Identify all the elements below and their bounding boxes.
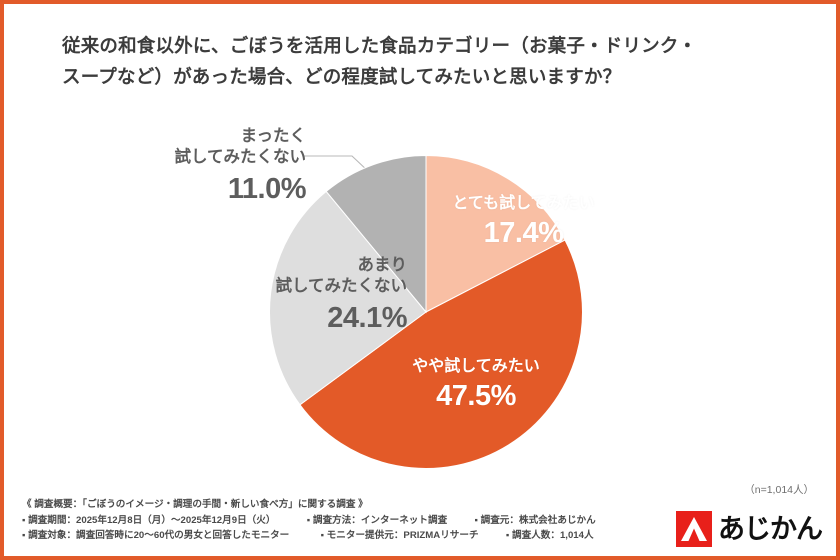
pie-slice bbox=[269, 190, 427, 406]
slice-label-mattaku: まったく 試してみたくない 11.0% bbox=[84, 126, 306, 209]
slice-label-yaya-caption: やや試してみたい bbox=[412, 358, 540, 375]
footer-survey-target: ▪ 調査対象：調査回答時に20～60代の男女と回答したモニター bbox=[22, 530, 290, 542]
ajikan-logo-text: あじかん bbox=[718, 513, 823, 544]
footer-row-period: ▪ 調査期間：2025年12月8日（月）～2025年12月9日（火） ▪ 調査方… bbox=[22, 513, 596, 529]
footer-survey-overview: 《 調査概要：「ごぼうのイメージ・調理の手間・新しい食べ方」に関する調査 》 bbox=[22, 499, 368, 510]
footer-survey-source: ▪ 調査元：株式会社あじかん bbox=[474, 514, 596, 526]
footer-row-overview: 《 調査概要：「ごぼうのイメージ・調理の手間・新しい食べ方」に関する調査 》 bbox=[22, 497, 596, 513]
ajikan-mark-icon bbox=[676, 511, 712, 547]
pie-chart bbox=[269, 155, 583, 469]
footer-monitor-provider: ▪ モニター提供元：PRIZMAリサーチ bbox=[320, 530, 479, 542]
pie-slice bbox=[425, 155, 566, 313]
slice-label-mattaku-line1: まったく bbox=[240, 127, 306, 145]
slice-label-amari-line1: あまり bbox=[357, 256, 408, 274]
slice-value-amari: 24.1% bbox=[327, 301, 407, 334]
slice-value-totemo: 17.4% bbox=[483, 217, 564, 250]
footer: 《 調査概要：「ごぼうのイメージ・調理の手間・新しい食べ方」に関する調査 》 ▪… bbox=[4, 490, 836, 556]
pie-slice bbox=[299, 239, 583, 469]
footer-text-block: 《 調査概要：「ごぼうのイメージ・調理の手間・新しい食べ方」に関する調査 》 ▪… bbox=[22, 497, 596, 544]
company-logo: あじかん bbox=[676, 511, 823, 547]
footer-survey-method: ▪ 調査方法：インターネット調査 bbox=[306, 514, 448, 526]
footer-row-target: ▪ 調査対象：調査回答時に20～60代の男女と回答したモニター ▪ モニター提供… bbox=[22, 528, 596, 544]
footer-survey-period: ▪ 調査期間：2025年12月8日（月）～2025年12月9日（火） bbox=[22, 514, 276, 526]
slice-value-yaya: 47.5% bbox=[436, 380, 516, 413]
footer-respondent-count: ▪ 調査人数：1,014人 bbox=[505, 530, 594, 542]
slice-label-totemo-caption: とても試してみたい bbox=[452, 195, 595, 212]
slice-label-totemo: とても試してみたい 17.4% bbox=[416, 194, 631, 252]
title-line-1: 従来の和食以外に、ごぼうを活用した食品カテゴリー（お菓子・ドリンク・ bbox=[62, 35, 697, 56]
title-line-2: スープなど）があった場合、どの程度試してみたいと思いますか？ bbox=[62, 66, 622, 88]
slice-label-mattaku-line2: 試してみたくない bbox=[174, 148, 306, 167]
sample-size-note: （n=1,014人） bbox=[744, 484, 814, 496]
slice-label-amari: あまり 試してみたくない 24.1% bbox=[159, 255, 407, 338]
slice-label-amari-line2: 試してみたくない bbox=[275, 277, 407, 296]
pie-slice bbox=[325, 155, 427, 314]
page-title: 従来の和食以外に、ごぼうを活用した食品カテゴリー（お菓子・ドリンク・ スープなど… bbox=[62, 30, 802, 93]
slice-label-yaya: やや試してみたい 47.5% bbox=[356, 357, 596, 415]
pie-chart-svg bbox=[269, 155, 583, 469]
slice-value-mattaku: 11.0% bbox=[227, 172, 307, 205]
